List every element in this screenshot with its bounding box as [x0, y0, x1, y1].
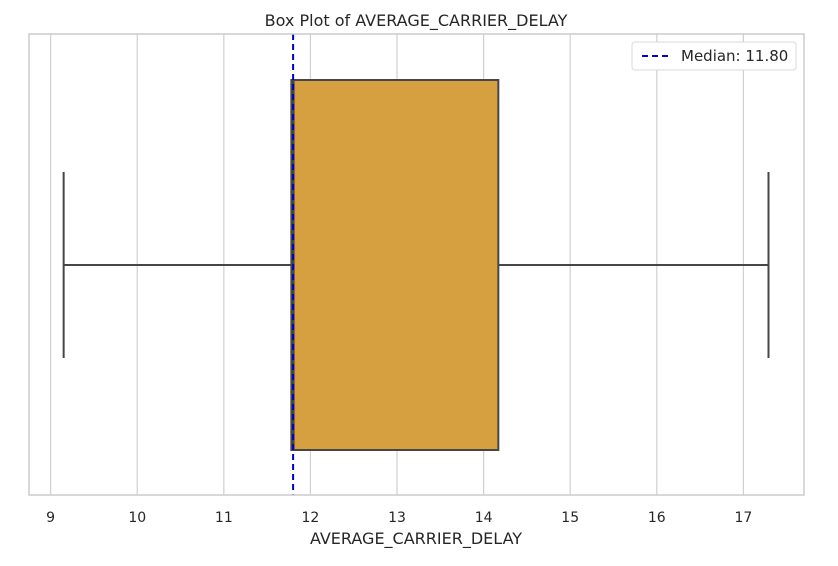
x-tick-label: 16: [648, 510, 666, 526]
x-tick-label: 9: [46, 510, 55, 526]
x-tick-label: 17: [734, 510, 752, 526]
x-tick-label: 14: [475, 510, 493, 526]
chart-title: Box Plot of AVERAGE_CARRIER_DELAY: [265, 11, 568, 31]
x-tick-label: 13: [388, 510, 406, 526]
x-tick-labels: 9 10 11 12 13 14 15 16 17: [46, 510, 752, 526]
legend: Median: 11.80: [631, 41, 797, 71]
x-tick-label: 15: [561, 510, 579, 526]
legend-median-label: Median: 11.80: [681, 47, 788, 65]
x-tick-label: 12: [302, 510, 320, 526]
x-tick-label: 11: [215, 510, 233, 526]
box-plot-series: [62, 79, 770, 451]
plot-border: [28, 33, 805, 496]
iqr-box: [290, 79, 500, 451]
legend-box: [631, 41, 797, 71]
x-tick-label: 10: [128, 510, 146, 526]
x-axis-label: AVERAGE_CARRIER_DELAY: [310, 529, 522, 549]
